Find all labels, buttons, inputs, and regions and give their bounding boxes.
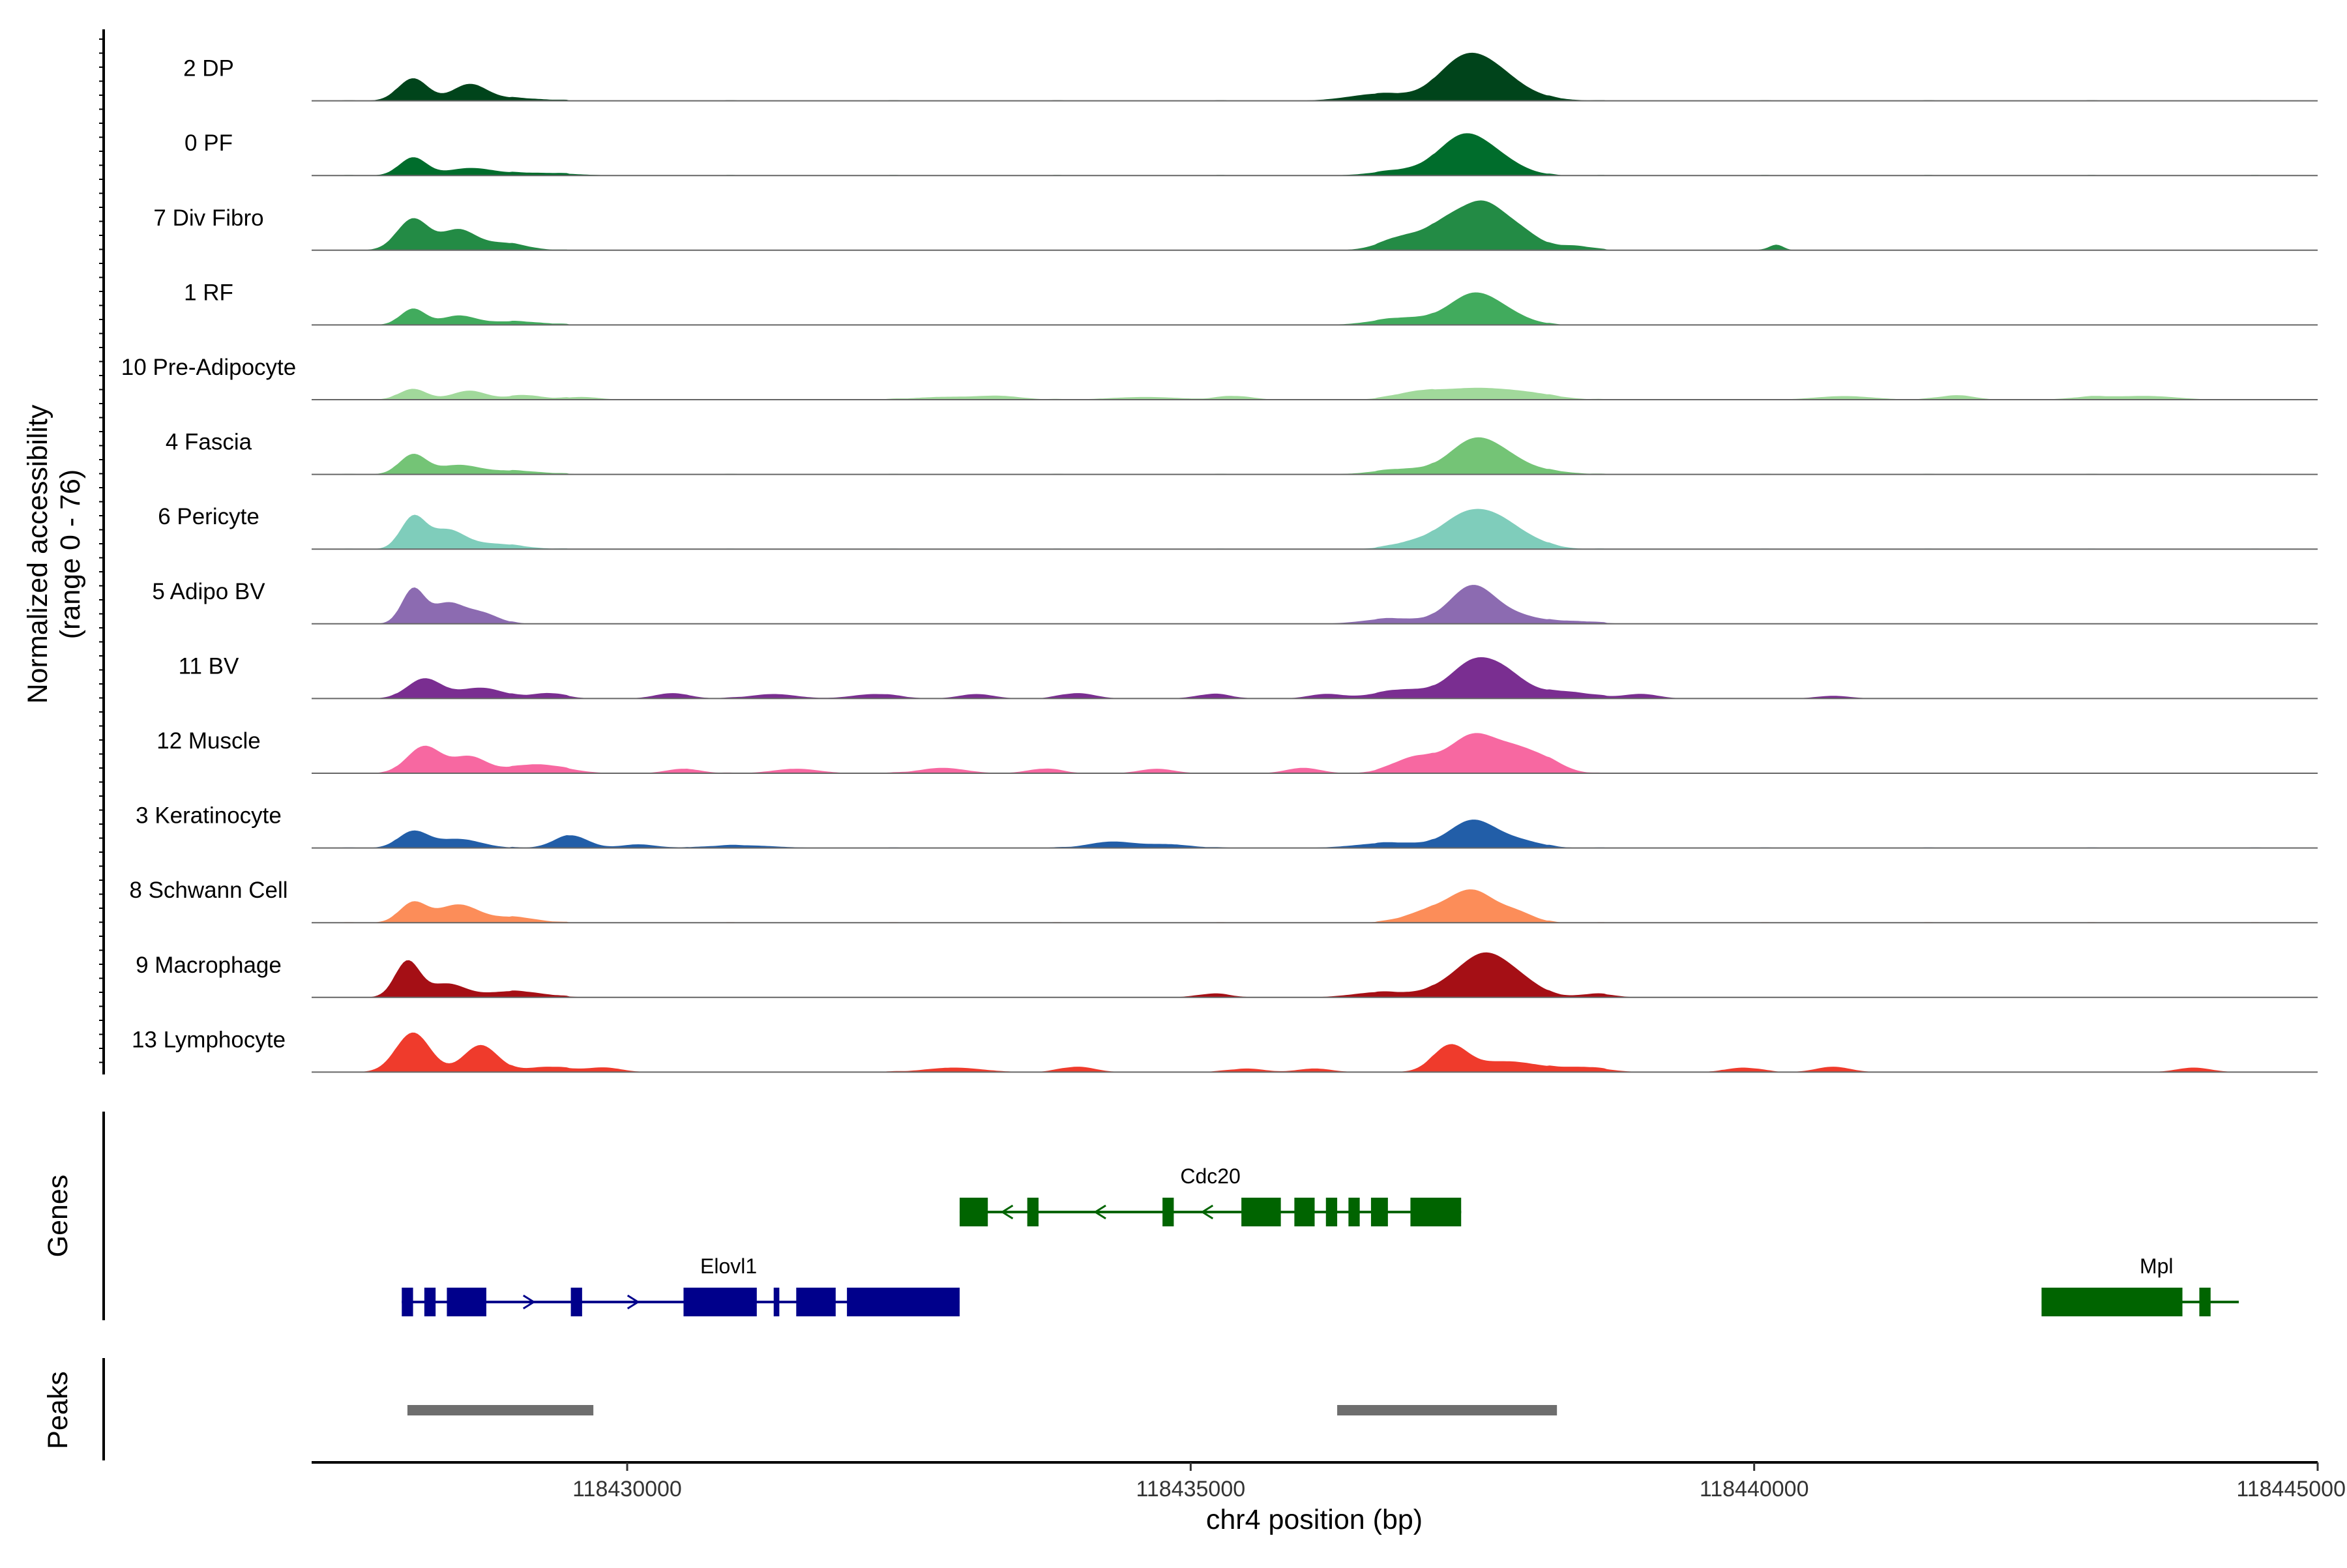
gene-exon	[796, 1288, 836, 1316]
track-label: 8 Schwann Cell	[129, 878, 288, 903]
track-5: 4 Fascia	[166, 430, 2318, 475]
strand-arrow	[1093, 1204, 1106, 1220]
track-8: 11 BV	[179, 653, 2318, 700]
x-tick-label: 118445000	[2236, 1477, 2346, 1501]
gene-exon	[570, 1288, 582, 1316]
gene-exon	[424, 1288, 436, 1316]
x-axis-ticks: 118430000 118435000 118440000 118445000	[572, 1462, 2346, 1501]
gene-label: Elovl1	[700, 1254, 757, 1278]
coverage-area	[312, 437, 2318, 475]
track-label: 7 Div Fibro	[153, 205, 263, 231]
gene-exon	[1410, 1198, 1462, 1226]
track-label: 4 Fascia	[166, 430, 252, 455]
track-13: 13 Lymphocyte	[132, 1027, 2318, 1073]
strand-arrow	[1000, 1204, 1014, 1220]
gene-exon	[1162, 1198, 1174, 1226]
track-11: 8 Schwann Cell	[129, 878, 2318, 924]
genes-section-title: Genes	[42, 1175, 74, 1258]
gene-exon	[959, 1198, 988, 1226]
x-axis-title: chr4 position (bp)	[1206, 1504, 1423, 1535]
track-label: 2 DP	[183, 56, 234, 81]
gene-exon	[1325, 1198, 1338, 1226]
coverage-area	[312, 820, 2318, 848]
track-10: 3 Keratinocyte	[136, 803, 2318, 849]
gene-exon	[847, 1288, 960, 1316]
x-tick-label: 118430000	[572, 1477, 682, 1501]
track-label: 5 Adipo BV	[152, 579, 265, 604]
peaks-section-title: Peaks	[42, 1371, 74, 1449]
gene-elovl1: Elovl1	[402, 1254, 960, 1316]
gene-track: Cdc20 Elovl1 Mpl	[402, 1164, 2239, 1316]
track-label: 3 Keratinocyte	[136, 803, 282, 829]
strand-arrow	[522, 1294, 536, 1310]
strand-arrow	[627, 1294, 640, 1310]
coverage-area	[312, 585, 2318, 624]
track-2: 7 Div Fibro	[153, 200, 2318, 251]
track-label: 0 PF	[185, 130, 233, 156]
coverage-area	[312, 52, 2318, 101]
peak-track	[407, 1405, 1557, 1415]
track-12: 9 Macrophage	[136, 952, 2318, 998]
track-label: 9 Macrophage	[136, 953, 282, 978]
track-3: 1 RF	[184, 280, 2318, 326]
y-axis-title-line2: (range 0 - 76)	[55, 469, 86, 640]
track-label: 11 BV	[179, 653, 239, 679]
track-label: 1 RF	[184, 280, 233, 305]
track-4: 10 Pre-Adipocyte	[121, 355, 2318, 400]
y-axis-title-line1: Normalized accessibility	[22, 404, 53, 703]
coverage-area	[312, 200, 2318, 250]
coverage-area	[312, 657, 2318, 699]
coverage-area	[312, 133, 2318, 176]
gene-exon	[683, 1288, 757, 1316]
coverage-area	[312, 952, 2318, 998]
peak-region	[1337, 1405, 1557, 1415]
gene-mpl: Mpl	[2041, 1254, 2239, 1316]
gene-exon	[2199, 1288, 2211, 1316]
coverage-area	[312, 292, 2318, 325]
gene-cdc20: Cdc20	[959, 1164, 1462, 1226]
coverage-area	[312, 387, 2318, 400]
x-tick-label: 118435000	[1136, 1477, 1246, 1501]
coverage-area	[312, 1032, 2318, 1072]
peak-region	[407, 1405, 594, 1415]
gene-exon	[402, 1288, 413, 1316]
coverage-area	[312, 733, 2318, 773]
track-label: 12 Muscle	[156, 728, 261, 754]
coverage-left-axis-ticks	[99, 38, 104, 1063]
track-label: 10 Pre-Adipocyte	[121, 355, 296, 380]
gene-exon	[1348, 1198, 1360, 1226]
gene-exon	[2041, 1288, 2183, 1316]
track-6: 6 Pericyte	[158, 504, 2318, 550]
gene-label: Mpl	[2140, 1254, 2174, 1278]
gene-label: Cdc20	[1180, 1164, 1241, 1188]
coverage-tracks: 2 DP 0 PF 7 Div Fibro 1 RF 10 Pre-Adipocyte 4…	[121, 52, 2318, 1073]
track-1: 0 PF	[185, 130, 2318, 177]
strand-arrow	[1200, 1204, 1214, 1220]
coverage-area	[312, 509, 2318, 550]
track-label: 6 Pericyte	[158, 504, 259, 529]
track-0: 2 DP	[183, 52, 2318, 102]
track-label: 13 Lymphocyte	[132, 1027, 286, 1052]
gene-exon	[1027, 1198, 1039, 1226]
x-tick-label: 118440000	[1700, 1477, 1809, 1501]
gene-exon	[773, 1288, 780, 1316]
gene-exon	[447, 1288, 486, 1316]
gene-exon	[1294, 1198, 1315, 1226]
track-7: 5 Adipo BV	[152, 579, 2318, 625]
track-9: 12 Muscle	[156, 728, 2318, 774]
gene-exon	[1241, 1198, 1281, 1226]
gene-exon	[1370, 1198, 1388, 1226]
coverage-area	[312, 889, 2318, 923]
